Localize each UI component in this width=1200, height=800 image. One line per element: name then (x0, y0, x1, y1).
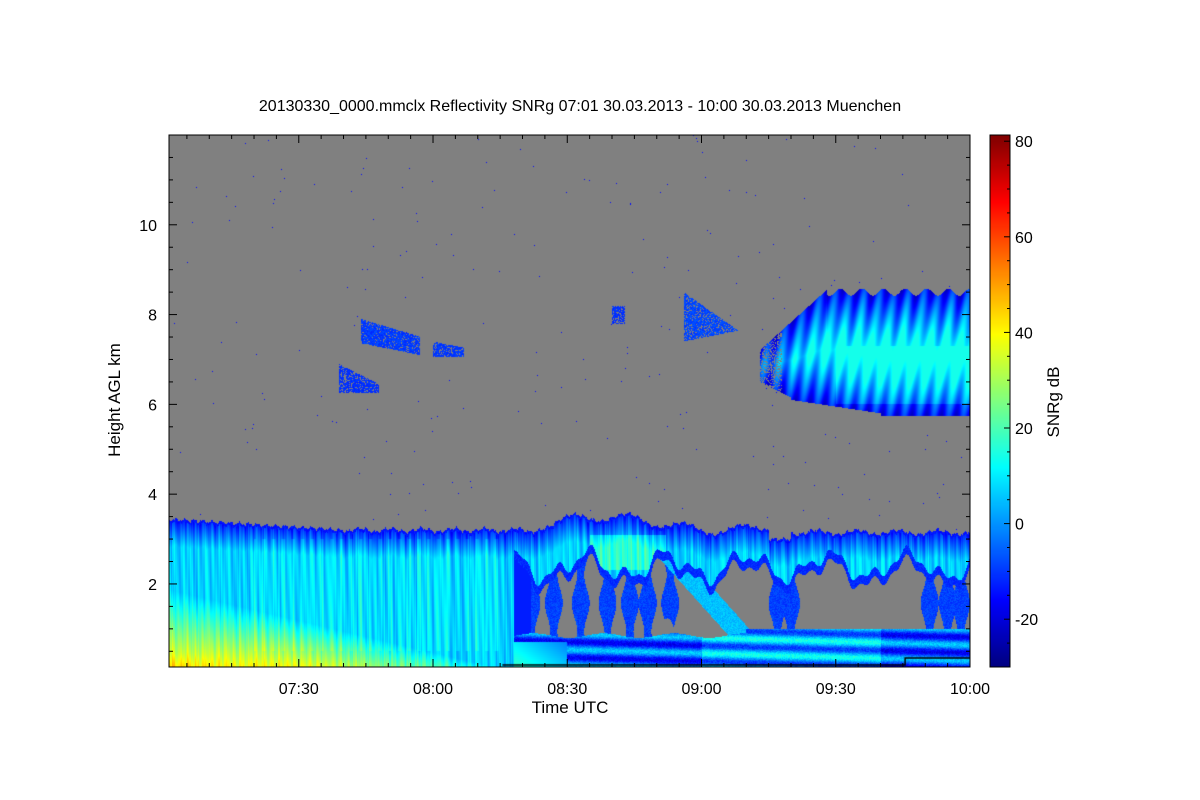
colorbar (990, 135, 1010, 667)
y-tick-label: 8 (148, 308, 157, 325)
y-tick-label: 6 (148, 397, 157, 414)
x-tick-label: 10:00 (950, 681, 990, 698)
x-tick-label: 09:30 (816, 681, 856, 698)
x-tick-label: 09:00 (681, 681, 721, 698)
chart-title-text: 20130330_0000.mmclx Reflectivity SNRg 07… (258, 98, 902, 115)
x-axis-label: Time UTC (531, 698, 609, 717)
y-tick-label: 2 (148, 577, 157, 594)
radar-heatmap (169, 135, 970, 667)
colorbar-tick-label: -20 (1015, 612, 1038, 629)
x-tick-label: 08:30 (547, 681, 587, 698)
chart-title: 20130330_0000.mmclx Reflectivity SNRg 07… (0, 98, 1180, 116)
colorbar-tick-label: 60 (1015, 230, 1033, 247)
colorbar-frame (989, 134, 1011, 668)
y-axis-label: Height AGL km (105, 343, 124, 457)
x-tick-label: 07:30 (279, 681, 319, 698)
colorbar-tick-label: 80 (1015, 134, 1033, 151)
colorbar-label: SNRg dB (1044, 366, 1063, 438)
y-tick-label: 4 (148, 487, 157, 504)
x-tick-label: 08:00 (413, 681, 453, 698)
colorbar-tick-label: 40 (1015, 325, 1033, 342)
plot-frame (168, 134, 971, 668)
colorbar-tick-label: 0 (1015, 517, 1024, 534)
y-tick-label: 10 (139, 218, 157, 235)
colorbar-tick-label: 20 (1015, 421, 1033, 438)
